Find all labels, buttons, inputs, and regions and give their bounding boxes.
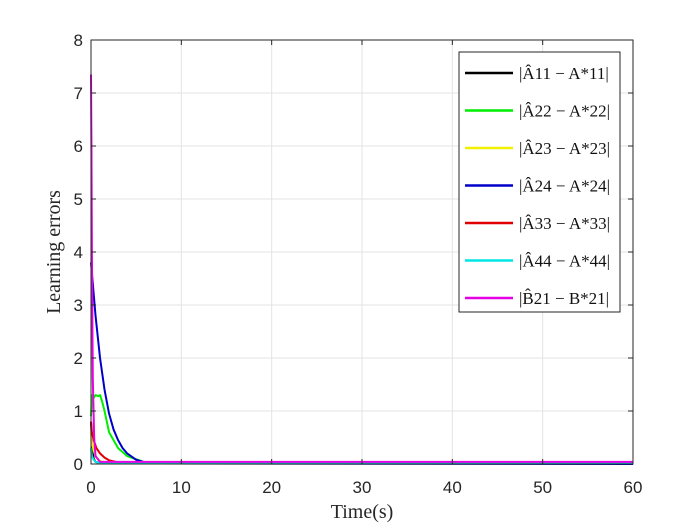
legend-label-7: |B̂21 − B*21|: [519, 289, 609, 308]
y-tick-label: 2: [74, 349, 83, 368]
x-tick-label: 10: [172, 478, 191, 497]
x-tick-label: 60: [624, 478, 643, 497]
legend: |Â11 − A*11| |Â22 − A*22| |Â23 − A*23| |Â24…: [458, 51, 621, 313]
series-line-6: [90, 447, 633, 464]
ticks: [90, 39, 634, 465]
y-tick-label: 6: [74, 137, 83, 156]
y-tick-label: 4: [74, 243, 83, 262]
legend-box: [458, 51, 621, 313]
legend-label-6: |Â44 − A*44|: [519, 252, 610, 271]
y-tick-label: 8: [74, 31, 83, 50]
legend-label-4: |Â24 − A*24|: [519, 177, 610, 196]
x-tick-label: 40: [443, 478, 462, 497]
tick-labels: 0 10 20 30 40 50 60 0 1 2 3 4 5 6 7 8: [74, 31, 643, 497]
legend-label-5: |Â33 − A*33|: [519, 214, 610, 233]
legend-label-3: |Â23 − A*23|: [519, 139, 610, 158]
x-tick-label: 0: [86, 478, 95, 497]
legend-label-1: |Â11 − A*11|: [519, 64, 609, 83]
x-tick-label: 20: [262, 478, 281, 497]
series-layer: [90, 74, 634, 465]
series-line-7: [90, 74, 633, 463]
y-tick-label: 0: [74, 455, 83, 474]
x-tick-label: 50: [533, 478, 552, 497]
y-tick-label: 5: [74, 190, 83, 209]
x-tick-label: 30: [353, 478, 372, 497]
y-tick-label: 7: [74, 84, 83, 103]
y-axis-label: Learning errors: [43, 190, 65, 314]
legend-label-2: |Â22 − A*22|: [519, 102, 610, 121]
y-tick-label: 1: [74, 402, 83, 421]
y-tick-label: 3: [74, 296, 83, 315]
x-axis-label: Time(s): [331, 501, 394, 523]
